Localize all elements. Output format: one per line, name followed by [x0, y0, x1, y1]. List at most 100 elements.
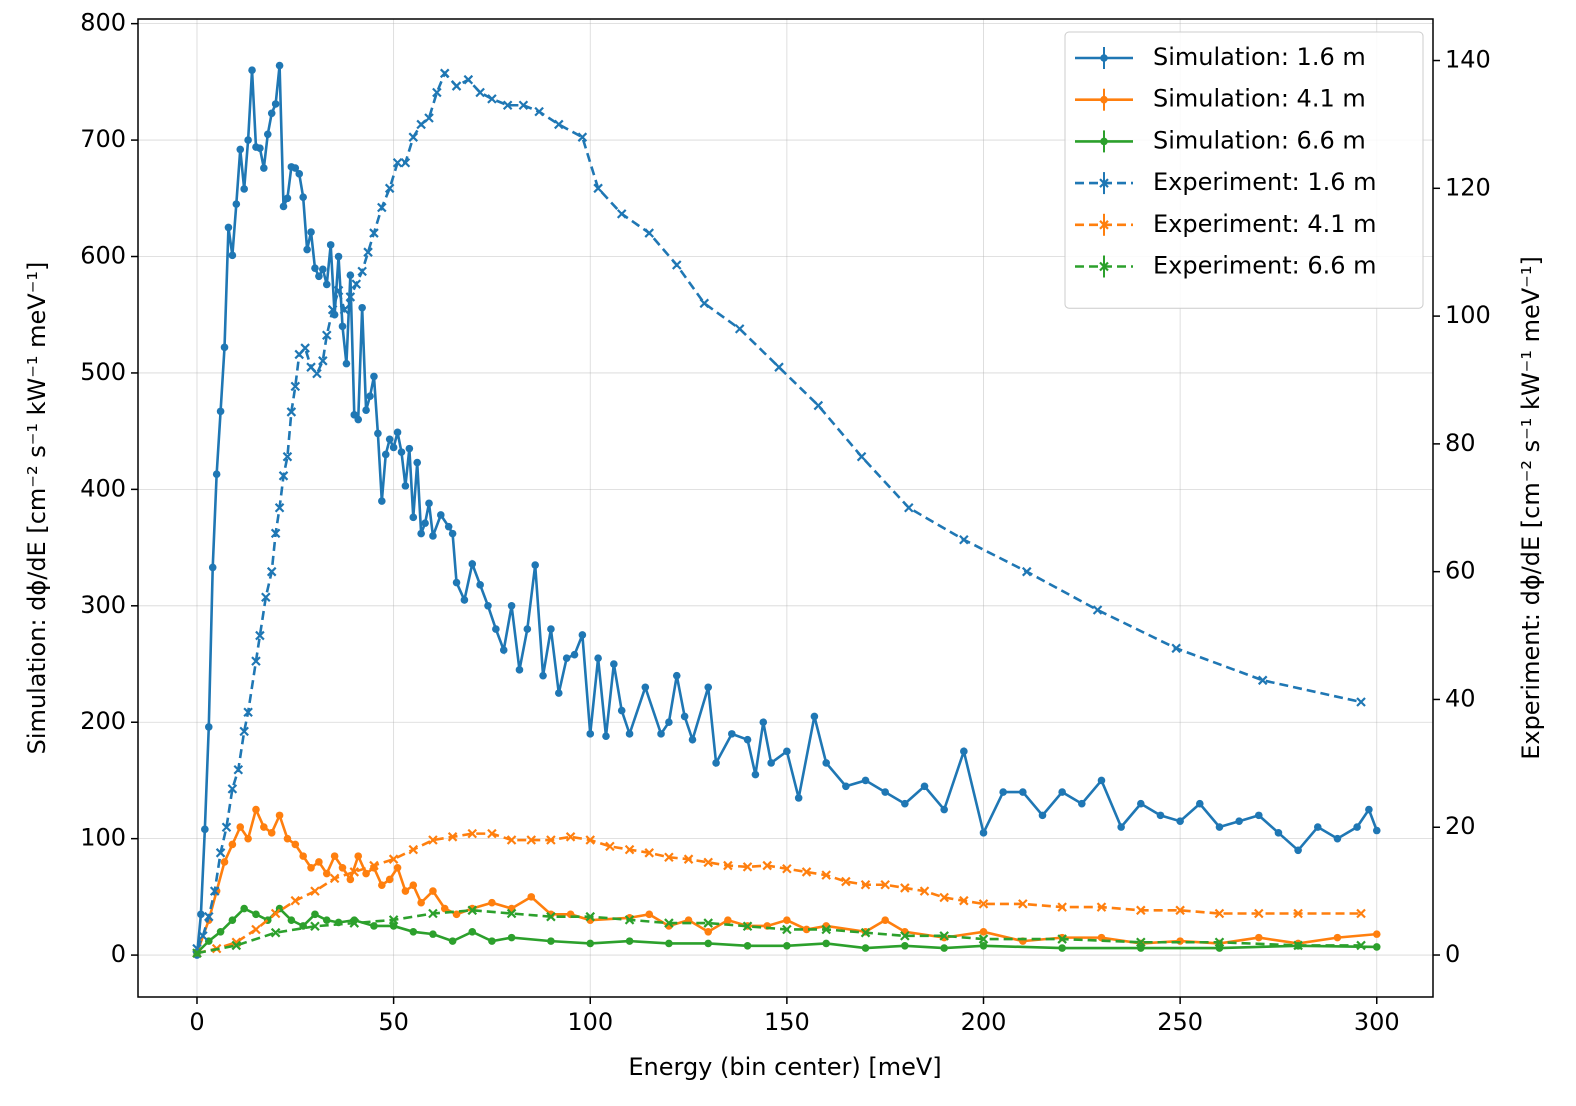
- marker: [1353, 823, 1361, 831]
- marker: [197, 910, 205, 919]
- marker: [782, 863, 792, 874]
- y2-tick-label: 40: [1445, 684, 1476, 712]
- marker: [644, 228, 655, 238]
- marker: [452, 578, 461, 587]
- y-tick-label: 700: [80, 125, 126, 153]
- marker: [940, 944, 948, 952]
- marker: [939, 892, 949, 903]
- marker: [330, 852, 339, 860]
- marker: [451, 81, 462, 91]
- marker: [1294, 846, 1302, 855]
- marker: [267, 829, 276, 837]
- marker: [506, 908, 517, 919]
- y-axis-label: Simulation: dϕ/dE [cm⁻² s⁻¹ kW⁻¹ meV⁻¹]: [23, 262, 51, 755]
- marker: [585, 835, 596, 845]
- marker: [880, 879, 890, 890]
- marker: [345, 292, 356, 302]
- marker: [346, 271, 355, 279]
- marker: [751, 770, 760, 779]
- y2-tick-label: 80: [1445, 429, 1476, 457]
- marker: [1058, 944, 1066, 952]
- marker: [319, 265, 327, 274]
- marker: [734, 324, 745, 334]
- marker: [290, 381, 301, 392]
- marker: [487, 94, 497, 104]
- marker: [723, 860, 733, 871]
- marker: [492, 625, 500, 633]
- legend-label: Simulation: 1.6 m: [1153, 43, 1366, 71]
- marker: [1195, 799, 1204, 808]
- marker: [299, 193, 307, 201]
- marker: [578, 631, 587, 639]
- marker: [370, 372, 378, 381]
- marker: [248, 66, 256, 75]
- marker: [546, 911, 556, 922]
- y2-tick-label: 20: [1445, 812, 1476, 840]
- marker: [408, 132, 419, 142]
- marker: [349, 918, 360, 928]
- marker: [861, 776, 870, 785]
- marker: [366, 392, 374, 401]
- marker: [810, 712, 819, 721]
- marker: [743, 941, 752, 950]
- marker: [624, 915, 635, 925]
- marker: [904, 502, 914, 513]
- marker: [1254, 908, 1264, 919]
- marker: [1136, 937, 1146, 948]
- marker: [299, 852, 307, 860]
- legend-label: Simulation: 6.6 m: [1153, 126, 1366, 154]
- marker: [539, 671, 547, 680]
- marker: [338, 322, 347, 331]
- marker: [625, 730, 634, 738]
- marker: [318, 356, 328, 366]
- marker: [329, 873, 340, 884]
- marker: [644, 848, 655, 858]
- marker: [881, 788, 889, 796]
- marker: [467, 905, 478, 916]
- marker: [703, 918, 714, 928]
- legend: Simulation: 1.6 m Simulation: 4.1 m Simula…: [1064, 31, 1424, 309]
- marker: [1356, 908, 1366, 919]
- marker: [842, 782, 850, 791]
- marker: [920, 782, 929, 791]
- marker: [1019, 788, 1027, 796]
- marker: [346, 875, 355, 884]
- marker: [388, 854, 399, 864]
- marker: [1215, 823, 1224, 831]
- marker: [672, 671, 681, 680]
- marker: [488, 898, 496, 907]
- marker: [425, 499, 433, 508]
- line: [195, 70, 1362, 950]
- marker: [349, 867, 360, 877]
- marker: [440, 904, 449, 913]
- marker: [468, 560, 477, 568]
- y-tick-label: 800: [80, 9, 126, 37]
- marker: [586, 939, 595, 948]
- marker: [263, 130, 272, 139]
- marker: [728, 730, 736, 738]
- marker: [554, 689, 563, 697]
- y-tick-label: 600: [80, 242, 126, 270]
- marker: [215, 848, 226, 858]
- marker: [822, 939, 831, 948]
- marker: [999, 788, 1007, 796]
- marker: [1117, 823, 1125, 831]
- marker: [1058, 788, 1066, 796]
- marker: [1214, 937, 1225, 948]
- marker: [260, 164, 268, 172]
- marker: [256, 144, 264, 153]
- marker: [295, 170, 304, 178]
- marker: [307, 863, 315, 872]
- marker: [1254, 933, 1263, 942]
- marker: [444, 522, 453, 531]
- marker: [783, 747, 791, 756]
- marker: [315, 272, 323, 281]
- x-tick-label: 0: [189, 1008, 204, 1036]
- marker: [282, 451, 293, 462]
- marker: [236, 823, 245, 831]
- marker: [311, 264, 319, 272]
- plot-frame: [137, 18, 1434, 998]
- marker: [1372, 826, 1381, 835]
- marker: [278, 471, 289, 481]
